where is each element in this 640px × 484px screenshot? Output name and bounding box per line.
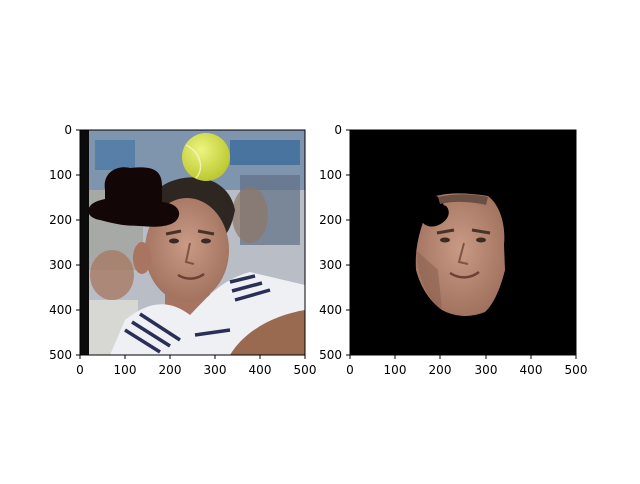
right-y-axis bbox=[346, 129, 350, 356]
x-tick-label: 100 bbox=[384, 363, 407, 377]
left-x-axis bbox=[79, 355, 306, 359]
y-tick-label: 500 bbox=[319, 348, 342, 362]
left-image bbox=[80, 130, 305, 355]
y-tick-label: 100 bbox=[49, 168, 72, 182]
right-image bbox=[350, 130, 576, 355]
x-tick-label: 0 bbox=[346, 363, 354, 377]
left-axes-frame bbox=[79, 129, 306, 356]
tennis-ball bbox=[182, 133, 230, 181]
x-tick-label: 500 bbox=[294, 363, 317, 377]
y-tick-label: 0 bbox=[64, 123, 72, 137]
x-tick-label: 100 bbox=[114, 363, 137, 377]
x-tick-label: 400 bbox=[249, 363, 272, 377]
y-tick-label: 300 bbox=[319, 258, 342, 272]
x-tick-label: 200 bbox=[159, 363, 182, 377]
y-tick-label: 100 bbox=[319, 168, 342, 182]
x-tick-label: 500 bbox=[565, 363, 588, 377]
left-y-tick-labels: 0 100 200 300 400 500 bbox=[49, 123, 72, 362]
hat bbox=[88, 167, 180, 227]
right-x-tick-labels: 0 100 200 300 400 500 bbox=[346, 363, 587, 377]
y-tick-label: 500 bbox=[49, 348, 72, 362]
y-tick-label: 0 bbox=[334, 123, 342, 137]
left-y-axis bbox=[76, 129, 80, 356]
x-tick-label: 0 bbox=[76, 363, 84, 377]
right-x-axis bbox=[349, 355, 577, 359]
x-tick-label: 300 bbox=[475, 363, 498, 377]
y-tick-label: 300 bbox=[49, 258, 72, 272]
left-x-tick-labels: 0 100 200 300 400 500 bbox=[76, 363, 316, 377]
y-tick-label: 400 bbox=[319, 303, 342, 317]
x-tick-label: 300 bbox=[204, 363, 227, 377]
x-tick-label: 200 bbox=[429, 363, 452, 377]
y-tick-label: 200 bbox=[49, 213, 72, 227]
right-axes-frame bbox=[349, 129, 577, 356]
right-y-tick-labels: 0 100 200 300 400 500 bbox=[319, 123, 342, 362]
y-tick-label: 400 bbox=[49, 303, 72, 317]
x-tick-label: 400 bbox=[520, 363, 543, 377]
y-tick-label: 200 bbox=[319, 213, 342, 227]
